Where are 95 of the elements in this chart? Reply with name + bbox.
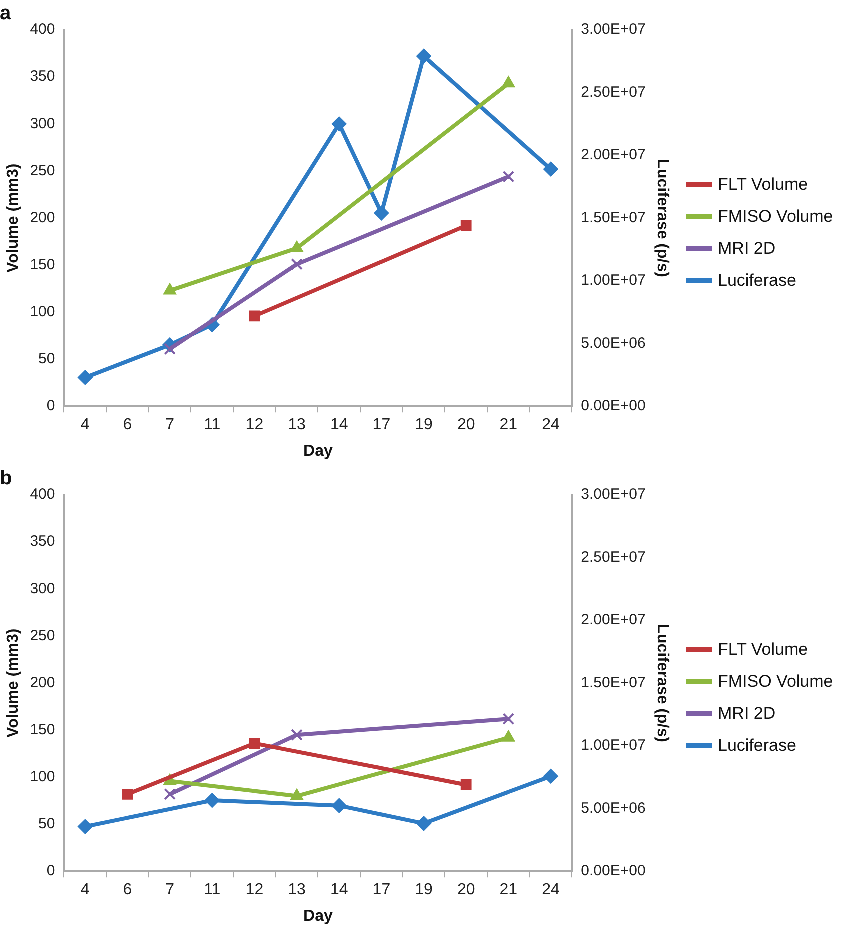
- y2-tick-label: 1.50E+07: [581, 209, 646, 226]
- x-tick-label: 20: [457, 416, 476, 434]
- point: [291, 258, 303, 270]
- point: [122, 788, 134, 800]
- legend-label: FLT Volume: [718, 640, 808, 660]
- y-tick-label: 200: [30, 209, 56, 226]
- point: [332, 116, 347, 132]
- y2-tick-label: 5.00E+06: [581, 334, 646, 352]
- y2-tick-label: 2.50E+07: [581, 548, 646, 566]
- y-tick-label: 150: [30, 722, 56, 739]
- y2-tick-label: 1.50E+07: [581, 674, 646, 692]
- x-axis-title: Day: [304, 908, 333, 925]
- y-tick-label: 350: [30, 68, 56, 86]
- x-tick-label: 12: [246, 882, 264, 899]
- y-axis-title: Volume (mm3): [5, 628, 22, 738]
- point: [543, 768, 558, 784]
- y2-tick-label: 5.00E+06: [581, 800, 646, 817]
- point: [249, 310, 260, 322]
- point: [374, 206, 390, 221]
- legend-label: Luciferase: [718, 736, 796, 756]
- y2-tick-label: 1.00E+07: [581, 272, 646, 290]
- legend-label: MRI 2D: [718, 704, 776, 724]
- x-tick-label: 13: [288, 882, 306, 899]
- y2-axis-title: Luciferase (p/s): [654, 159, 671, 278]
- point: [291, 729, 303, 742]
- y2-tick-label: 2.50E+07: [581, 84, 646, 101]
- x-tick-label: 17: [372, 882, 391, 899]
- x-tick-label: 24: [542, 416, 560, 434]
- y-tick-label: 200: [30, 674, 56, 692]
- x-tick-label: 12: [246, 416, 264, 434]
- point: [460, 780, 472, 790]
- y-tick-label: 300: [30, 580, 56, 598]
- y-tick-label: 50: [38, 816, 56, 833]
- y-tick-label: 50: [38, 350, 56, 368]
- y-tick-label: 100: [30, 768, 56, 786]
- legend-label: FMISO Volume: [718, 206, 834, 226]
- y-tick-label: 350: [30, 533, 56, 550]
- x-tick-label: 6: [123, 882, 132, 899]
- y-tick-label: 400: [30, 486, 56, 504]
- y-tick-label: 100: [30, 304, 56, 321]
- point: [416, 48, 432, 64]
- point: [290, 240, 304, 252]
- legend-label: MRI 2D: [718, 238, 776, 258]
- x-tick-label: 21: [500, 416, 518, 434]
- x-tick-label: 19: [415, 416, 434, 434]
- legend-label: FLT Volume: [718, 174, 808, 194]
- x-tick-label: 11: [204, 882, 221, 899]
- point: [164, 788, 176, 800]
- y-tick-label: 0: [46, 862, 56, 880]
- point: [332, 798, 347, 814]
- x-tick-label: 13: [288, 416, 306, 434]
- point: [460, 220, 472, 232]
- x-tick-label: 11: [204, 416, 221, 434]
- point: [78, 370, 93, 386]
- x-tick-label: 19: [415, 882, 434, 899]
- y2-tick-label: 3.00E+07: [581, 486, 646, 504]
- x-tick-label: 14: [330, 416, 348, 434]
- x-tick-label: 17: [372, 416, 391, 434]
- y-tick-label: 250: [30, 162, 56, 180]
- point: [502, 76, 516, 88]
- y2-tick-label: 1.00E+07: [581, 737, 646, 754]
- x-tick-label: 24: [542, 882, 560, 899]
- chart-title: b: [0, 468, 12, 490]
- point: [416, 816, 432, 832]
- y2-tick-label: 3.00E+07: [581, 21, 646, 38]
- point: [78, 819, 93, 834]
- y-tick-label: 150: [30, 256, 56, 274]
- legend-label: Luciferase: [718, 270, 796, 290]
- y2-axis-title: Luciferase (p/s): [654, 624, 671, 742]
- x-tick-label: 6: [123, 416, 132, 434]
- x-tick-label: 4: [80, 416, 90, 434]
- point: [502, 713, 515, 726]
- y-tick-label: 400: [30, 21, 56, 38]
- legend-label: FMISO Volume: [718, 672, 834, 692]
- y-tick-label: 250: [30, 627, 56, 644]
- x-tick-label: 21: [500, 882, 518, 899]
- x-tick-label: 14: [330, 882, 348, 899]
- y2-tick-label: 0.00E+00: [581, 398, 646, 415]
- y2-tick-label: 2.00E+07: [581, 612, 646, 629]
- point: [249, 738, 260, 750]
- y-tick-label: 0: [46, 398, 56, 415]
- y2-tick-label: 2.00E+07: [581, 146, 646, 164]
- x-tick-label: 4: [80, 882, 90, 899]
- x-axis-title: Day: [304, 442, 333, 460]
- chart-title: a: [0, 2, 12, 25]
- x-tick-label: 7: [166, 882, 175, 899]
- y-axis-title: Volume (mm3): [5, 164, 22, 273]
- x-tick-label: 20: [457, 882, 476, 899]
- point: [164, 343, 176, 356]
- y-tick-label: 300: [30, 115, 56, 132]
- point: [543, 162, 558, 177]
- x-tick-label: 7: [166, 416, 175, 434]
- y2-tick-label: 0.00E+00: [581, 862, 646, 880]
- point: [204, 793, 220, 808]
- point: [502, 170, 515, 183]
